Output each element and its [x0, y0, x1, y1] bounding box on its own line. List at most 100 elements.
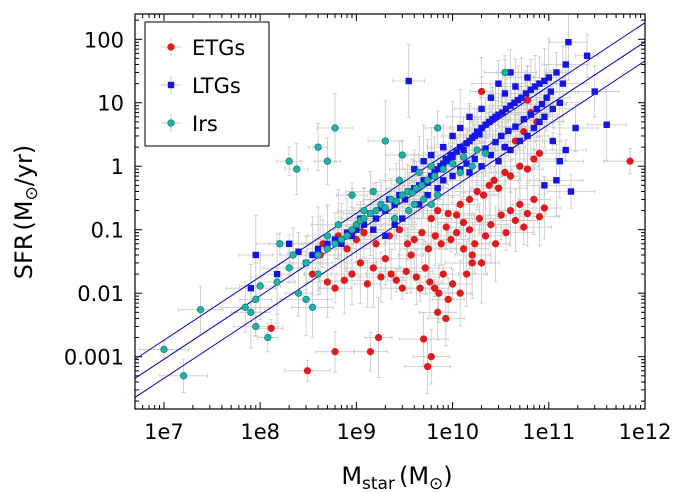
- data-point-ltgs: [295, 248, 302, 255]
- y-axis-ticks: 0.001 0.01 0.1 1 10 100: [64, 19, 645, 402]
- data-point-etgs: [381, 255, 389, 263]
- data-point-ltgs: [476, 130, 483, 138]
- data-point-etgs: [523, 96, 532, 104]
- data-point-ltgs: [487, 151, 495, 159]
- data-point-etgs: [435, 289, 443, 297]
- data-point-etgs: [497, 211, 505, 219]
- data-point-etgs: [511, 216, 520, 225]
- data-point-ltgs: [562, 61, 569, 68]
- data-point-ltgs: [457, 124, 464, 132]
- x-label-unit: (M: [399, 462, 429, 490]
- data-points: [160, 38, 634, 380]
- data-point-irs: [285, 157, 293, 165]
- data-point-etgs: [459, 245, 468, 253]
- data-point-etgs: [535, 149, 544, 157]
- data-point-irs: [302, 295, 310, 304]
- data-point-irs: [314, 270, 322, 278]
- data-point-ltgs: [562, 146, 569, 154]
- data-point-etgs: [452, 228, 461, 237]
- data-point-etgs: [267, 324, 275, 332]
- data-point-etgs: [407, 251, 415, 259]
- data-point-irs: [348, 191, 356, 199]
- data-point-ltgs: [440, 143, 447, 151]
- x-label-unit-end: ): [443, 462, 452, 490]
- data-point-ltgs: [416, 201, 423, 208]
- data-point-etgs: [540, 204, 549, 212]
- data-point-irs: [381, 204, 389, 212]
- data-point-irs: [179, 372, 188, 380]
- data-point-ltgs: [478, 163, 485, 170]
- data-point-irs: [360, 206, 368, 215]
- data-point-etgs: [444, 295, 452, 304]
- data-point-ltgs: [466, 169, 473, 176]
- data-point-ltgs: [518, 94, 525, 101]
- data-point-ltgs: [507, 102, 514, 109]
- data-point-etgs: [462, 270, 471, 278]
- data-point-irs: [427, 200, 435, 209]
- data-point-irs: [412, 184, 420, 192]
- data-point-ltgs: [487, 94, 495, 101]
- data-point-etgs: [448, 280, 457, 288]
- legend-box: [144, 21, 270, 147]
- data-point-ltgs: [497, 132, 505, 140]
- y-tick-label: 0.01: [77, 282, 124, 306]
- data-point-etgs: [485, 181, 493, 189]
- data-point-etgs: [423, 362, 432, 371]
- data-point-etgs: [506, 206, 515, 215]
- data-point-ltgs: [247, 284, 255, 292]
- data-point-irs: [481, 149, 490, 157]
- data-point-irs: [366, 209, 375, 218]
- data-point-irs: [323, 245, 332, 253]
- x-axis-label: Mstar (M⊙): [341, 462, 452, 493]
- y-label-main: SFR: [10, 234, 38, 280]
- data-point-etgs: [439, 270, 447, 278]
- data-point-etgs: [501, 168, 509, 177]
- data-point-etgs: [377, 273, 385, 281]
- data-point-etgs: [490, 176, 498, 184]
- data-point-etgs: [372, 240, 380, 248]
- data-point-etgs: [412, 273, 420, 281]
- data-point-irs: [468, 162, 476, 170]
- data-point-irs: [252, 295, 260, 304]
- data-point-irs: [334, 221, 343, 229]
- data-point-irs: [415, 168, 423, 177]
- data-point-ltgs: [424, 191, 431, 199]
- data-point-irs: [256, 282, 264, 290]
- data-point-irs: [252, 322, 260, 331]
- data-point-etgs: [494, 184, 503, 192]
- data-point-etgs: [471, 240, 479, 248]
- data-point-etgs: [369, 264, 377, 272]
- data-point-etgs: [516, 162, 524, 170]
- data-point-etgs: [410, 235, 418, 244]
- data-point-irs: [160, 345, 168, 354]
- legend-marker-etgs: [167, 43, 175, 51]
- data-point-irs: [418, 181, 426, 189]
- data-point-ltgs: [391, 221, 398, 228]
- y-axis-label: SFR (M⊙/yr): [10, 145, 42, 280]
- data-point-irs: [473, 146, 481, 154]
- data-point-ltgs: [457, 143, 464, 151]
- data-point-etgs: [468, 251, 476, 259]
- data-point-irs: [196, 306, 205, 314]
- data-point-etgs: [442, 223, 450, 231]
- x-tick-label: 1e9: [337, 420, 377, 444]
- data-point-etgs: [477, 87, 486, 96]
- data-point-etgs: [481, 232, 490, 240]
- data-point-irs: [398, 191, 406, 199]
- data-point-etgs: [421, 264, 429, 272]
- data-point-etgs: [395, 226, 404, 234]
- data-point-etgs: [444, 209, 452, 218]
- data-point-etgs: [430, 284, 439, 292]
- data-point-etgs: [487, 221, 495, 229]
- data-point-ltgs: [471, 155, 478, 163]
- data-point-irs: [369, 187, 377, 196]
- data-point-ltgs: [495, 111, 502, 118]
- data-point-irs: [410, 200, 418, 209]
- data-point-ltgs: [516, 137, 524, 145]
- data-point-ltgs: [583, 52, 591, 59]
- data-point-etgs: [331, 284, 339, 292]
- data-point-ltgs: [531, 83, 539, 90]
- data-point-etgs: [374, 333, 383, 342]
- data-point-ltgs: [556, 99, 563, 106]
- data-point-etgs: [416, 284, 424, 292]
